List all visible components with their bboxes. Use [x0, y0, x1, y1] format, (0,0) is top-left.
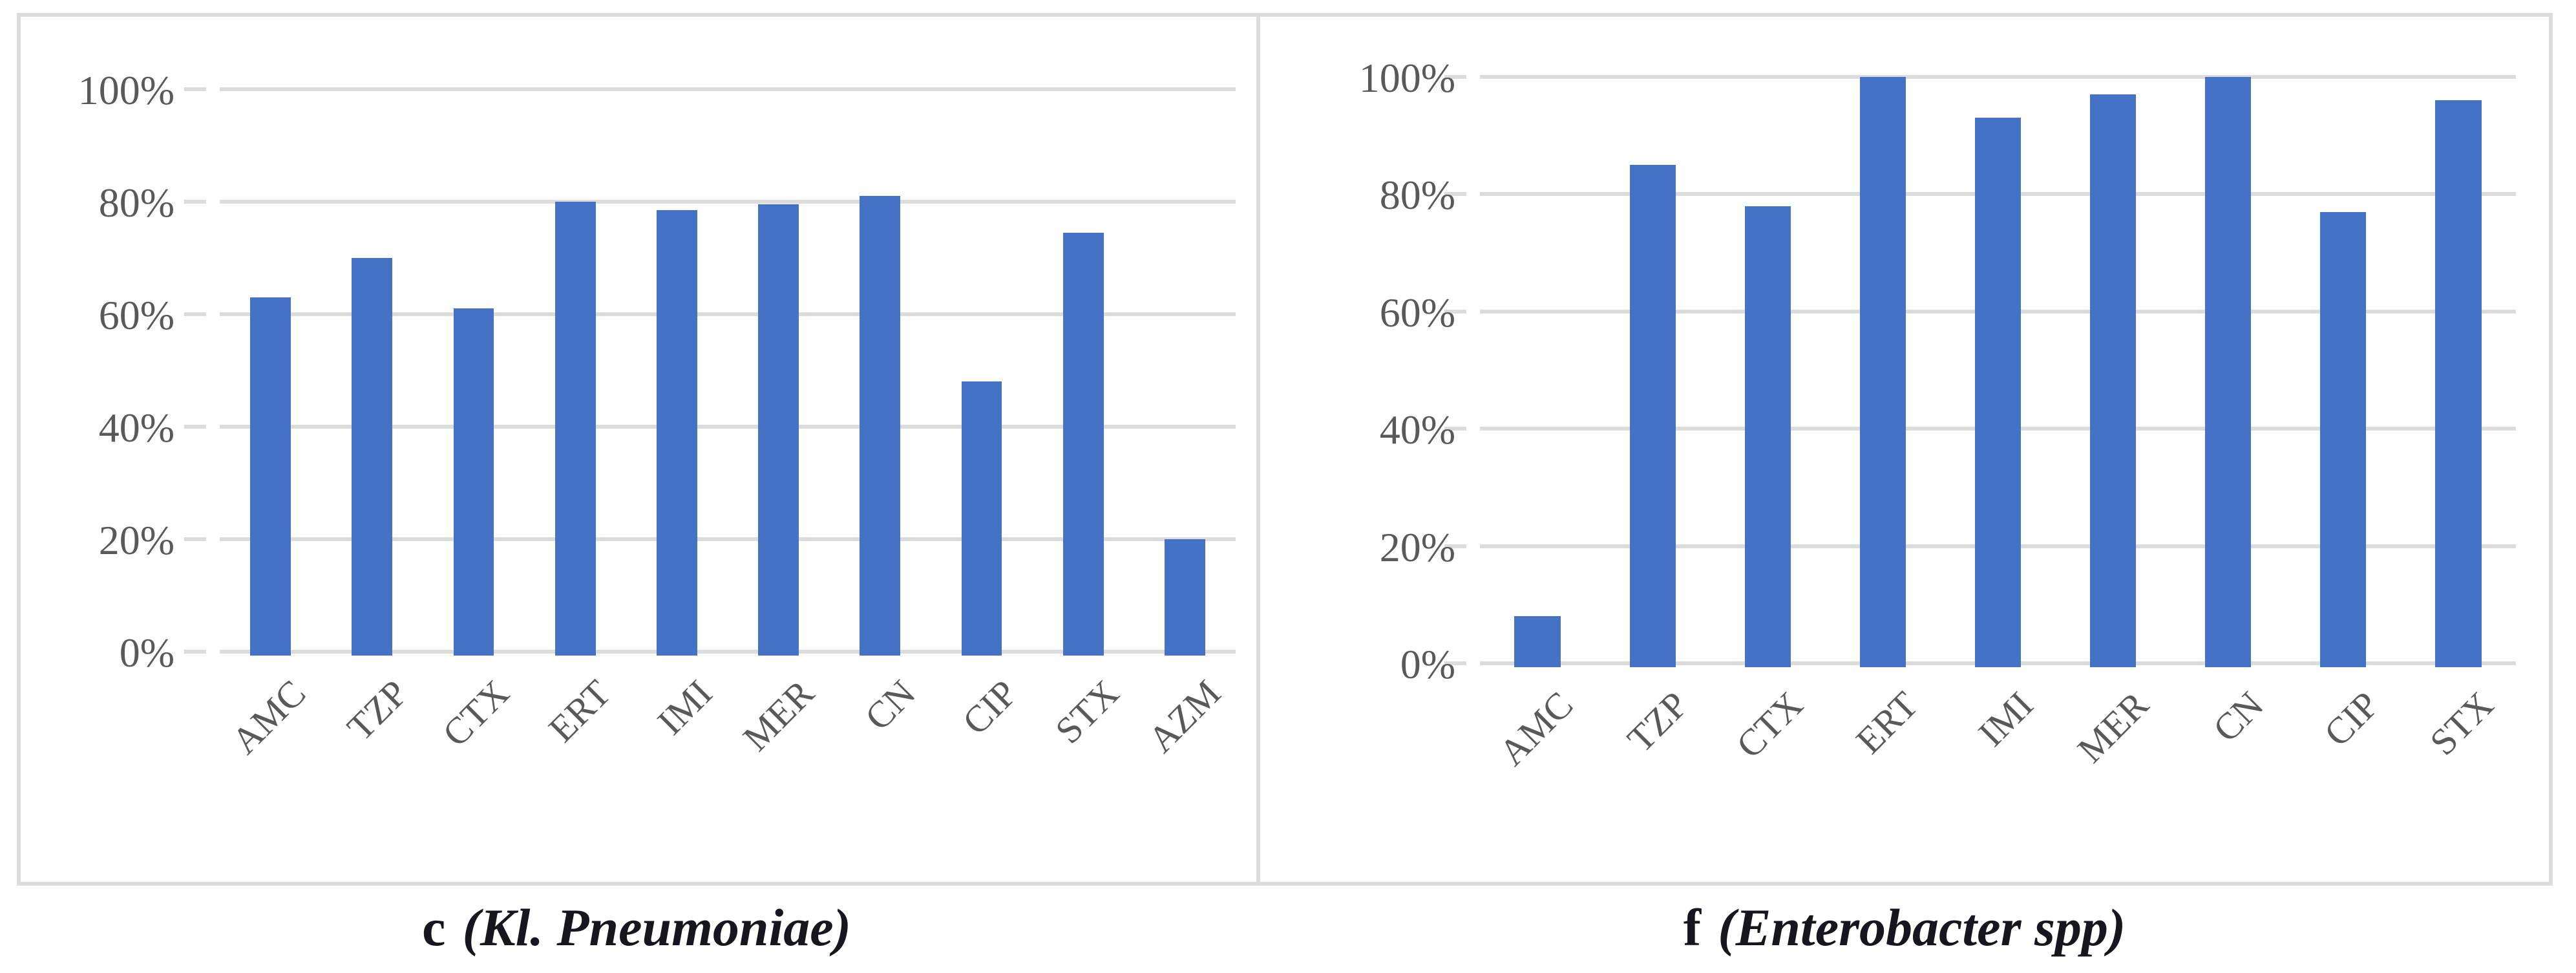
- caption-letter: f: [1683, 898, 1702, 957]
- x-tick-label-cip: CIP: [2316, 683, 2387, 754]
- x-tick-label-imi: IMI: [649, 672, 721, 743]
- chart-panel-kl-pneumoniae: 0% 20% 40% 60% 80% 100% AMC TZP CTX ERT IMI MER CN CI…: [17, 13, 1256, 886]
- y-tick-label-60pct: 60%: [98, 292, 174, 338]
- y-tick-label-20pct: 20%: [98, 517, 174, 563]
- gridline-60pct: [220, 312, 1236, 316]
- gridline-80pct: [220, 200, 1236, 204]
- gridline-100pct: [1480, 75, 2516, 79]
- y-axis-tick-100pct: [184, 87, 206, 91]
- x-tick-label-imi: IMI: [1970, 683, 2042, 754]
- bar-tzp: [1629, 165, 1676, 667]
- bar-stx: [2435, 100, 2482, 667]
- chart-panel-enterobacter-spp: 0% 20% 40% 60% 80% 100% AMC TZP CTX ERT IMI MER CN CI…: [1256, 13, 2553, 886]
- y-tick-label-80pct: 80%: [1379, 172, 1455, 219]
- bar-mer: [2089, 94, 2137, 667]
- x-tick-label-ert: ERT: [540, 672, 619, 751]
- x-tick-label-amc: AMC: [1490, 683, 1581, 774]
- x-tick-label-cn: CN: [2204, 683, 2272, 751]
- y-axis-tick-60pct: [1444, 309, 1466, 314]
- gridline-100pct: [220, 87, 1236, 91]
- bar-tzp: [352, 258, 393, 656]
- y-axis-tick-80pct: [1444, 192, 1466, 197]
- bar-amc: [1514, 616, 1561, 667]
- x-tick-label-tzp: TZP: [339, 672, 416, 749]
- bar-imi: [656, 210, 697, 656]
- gridline-20pct: [220, 537, 1236, 541]
- x-tick-label-ert: ERT: [1848, 683, 1927, 762]
- x-tick-label-ctx: CTX: [1728, 683, 1811, 767]
- y-axis-tick-40pct: [1444, 427, 1466, 431]
- caption-enterobacter-spp: f (Enterobacter spp): [1256, 898, 2553, 957]
- x-tick-label-mer: MER: [734, 672, 822, 760]
- y-tick-label-0pct: 0%: [119, 630, 174, 676]
- x-tick-label-stx: STX: [1046, 672, 1127, 752]
- y-tick-label-80pct: 80%: [98, 180, 174, 226]
- y-axis-tick-20pct: [1444, 544, 1466, 548]
- x-tick-label-tzp: TZP: [1619, 683, 1696, 761]
- x-tick-label-amc: AMC: [224, 672, 314, 762]
- bar-stx: [1062, 232, 1104, 656]
- y-axis-tick-0pct: [184, 650, 206, 654]
- gridline-40pct: [220, 425, 1236, 429]
- y-tick-label-40pct: 40%: [98, 405, 174, 451]
- x-tick-label-ctx: CTX: [434, 672, 518, 755]
- y-axis-tick-100pct: [1444, 75, 1466, 79]
- bar-cn: [860, 196, 901, 656]
- x-tick-label-cip: CIP: [954, 672, 1026, 743]
- y-axis-tick-20pct: [184, 537, 206, 541]
- bar-cn: [2205, 77, 2252, 667]
- bar-mer: [758, 204, 799, 656]
- figure-antibiotic-resistance-panels: 0% 20% 40% 60% 80% 100% AMC TZP CTX ERT IMI MER CN CI…: [17, 13, 2553, 886]
- bar-azm: [1164, 539, 1205, 656]
- x-tick-label-stx: STX: [2422, 683, 2502, 764]
- y-tick-label-60pct: 60%: [1379, 289, 1455, 336]
- bar-ctx: [453, 308, 494, 656]
- bar-ert: [1859, 77, 1906, 667]
- y-tick-label-0pct: 0%: [1400, 641, 1455, 687]
- bar-imi: [1974, 118, 2022, 667]
- caption-letter: c: [422, 898, 446, 957]
- caption-kl-pneumoniae: c (Kl. Pneumoniae): [17, 898, 1256, 957]
- x-tick-label-cn: CN: [857, 672, 924, 739]
- bar-cip: [2320, 211, 2367, 667]
- y-axis-tick-0pct: [1444, 661, 1466, 665]
- y-tick-label-100pct: 100%: [78, 67, 174, 113]
- caption-species-name: (Enterobacter spp): [1718, 898, 2126, 957]
- bar-amc: [250, 297, 291, 656]
- y-tick-label-20pct: 20%: [1379, 524, 1455, 570]
- y-tick-label-100pct: 100%: [1358, 55, 1455, 101]
- bar-ert: [554, 202, 596, 656]
- bar-cip: [961, 381, 1002, 656]
- y-axis-tick-40pct: [184, 425, 206, 429]
- x-tick-label-azm: AZM: [1139, 672, 1229, 761]
- caption-species-name: (Kl. Pneumoniae): [462, 898, 851, 957]
- gridline-0pct: [220, 650, 1236, 654]
- y-axis-tick-60pct: [184, 312, 206, 316]
- y-axis-tick-80pct: [184, 200, 206, 204]
- y-tick-label-40pct: 40%: [1379, 407, 1455, 453]
- bar-ctx: [1744, 206, 1791, 667]
- x-tick-label-mer: MER: [2069, 683, 2157, 771]
